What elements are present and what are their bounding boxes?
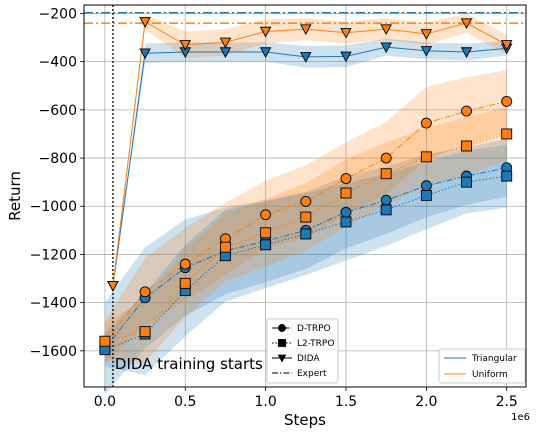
legend-colors: Triangular Uniform — [438, 348, 526, 384]
marker-d-trpo-uniform — [300, 195, 312, 207]
marker-dida-uniform — [420, 29, 433, 40]
marker-l2-trpo-uniform — [139, 326, 151, 338]
marker-l2-trpo-triangular — [461, 176, 472, 188]
marker-l2-trpo-uniform — [260, 227, 272, 239]
x-tick-label: 1.5 — [335, 394, 357, 410]
marker-dida-uniform — [460, 18, 473, 30]
legend-color-label: Triangular — [471, 354, 517, 364]
y-tick-label: −1000 — [30, 199, 77, 215]
series-markers — [99, 17, 513, 356]
y-ticks: −1600 −1400 −1200 −1000 −800 −600 −400 −200 — [30, 6, 84, 360]
y-tick-label: −400 — [39, 55, 77, 71]
y-tick-label: −600 — [39, 103, 77, 119]
marker-dida-uniform — [107, 281, 119, 292]
reference-lines — [84, 5, 526, 387]
marker-d-trpo-uniform — [139, 286, 151, 298]
x-axis-offset-label: 1e6 — [511, 412, 530, 423]
marker-dida-uniform — [340, 28, 352, 39]
marker-d-trpo-uniform — [461, 105, 472, 117]
legend-style-label: D-TRPO — [297, 324, 331, 334]
plot-frame — [83, 4, 527, 388]
marker-l2-trpo-uniform — [219, 241, 231, 253]
marker-d-trpo-uniform — [340, 173, 352, 184]
marker-d-trpo-uniform — [380, 152, 392, 164]
marker-d-trpo-triangular — [420, 180, 432, 192]
legend-style-marker — [278, 339, 286, 347]
marker-dida-uniform — [219, 37, 232, 49]
x-tick-label: 2.0 — [415, 394, 437, 410]
legend-style-label: Expert — [297, 369, 327, 379]
x-tick-label: 2.5 — [496, 394, 518, 410]
y-tick-label: −1600 — [30, 344, 77, 360]
legend-style-label: DIDA — [297, 354, 320, 364]
marker-d-trpo-uniform — [260, 209, 272, 221]
marker-l2-trpo-uniform — [99, 335, 111, 347]
marker-dida-uniform — [139, 17, 151, 28]
marker-dida-triangular — [259, 47, 272, 58]
marker-l2-trpo-uniform — [300, 211, 312, 223]
marker-dida-triangular — [420, 46, 433, 57]
marker-dida-triangular — [460, 47, 473, 58]
marker-dida-triangular — [340, 51, 352, 63]
x-ticks: 0.0 0.5 1.0 1.5 2.0 2.5 — [94, 387, 518, 410]
dida-start-annotation: DIDA training starts — [115, 355, 263, 373]
x-tick-label: 0.5 — [174, 394, 196, 410]
marker-d-trpo-triangular — [340, 206, 352, 218]
marker-l2-trpo-triangular — [260, 239, 272, 251]
line-l2-trpo-uniform — [104, 133, 507, 342]
y-tick-label: −1200 — [30, 247, 77, 263]
marker-dida-triangular — [300, 52, 312, 63]
marker-l2-trpo-uniform — [380, 168, 392, 180]
legend-style-marker — [278, 324, 286, 332]
y-tick-label: −200 — [39, 6, 77, 22]
y-tick-label: −800 — [39, 151, 77, 167]
marker-l2-trpo-uniform — [501, 128, 513, 140]
marker-l2-trpo-uniform — [179, 277, 191, 289]
legend-style-label: L2-TRPO — [297, 339, 334, 349]
marker-d-trpo-uniform — [179, 258, 191, 270]
marker-l2-trpo-uniform — [461, 140, 472, 152]
marker-dida-uniform — [300, 24, 312, 36]
legend-style-marker — [277, 354, 287, 363]
marker-l2-trpo-triangular — [420, 189, 432, 201]
marker-dida-uniform — [500, 40, 513, 51]
legend-styles-box — [266, 318, 339, 384]
y-axis-label: Return — [6, 171, 24, 221]
marker-l2-trpo-uniform — [420, 151, 432, 163]
line-d-trpo-triangular — [104, 167, 507, 349]
marker-dida-triangular — [139, 48, 151, 60]
marker-d-trpo-uniform — [420, 117, 432, 129]
x-axis-label: Steps — [284, 411, 326, 429]
marker-l2-trpo-triangular — [380, 204, 392, 216]
marker-l2-trpo-triangular — [300, 228, 312, 240]
legend-color-label: Uniform — [472, 370, 508, 380]
marker-dida-uniform — [179, 40, 192, 51]
marker-d-trpo-uniform — [501, 95, 513, 107]
marker-l2-trpo-uniform — [340, 187, 352, 199]
marker-d-trpo-triangular — [380, 194, 392, 206]
legend-styles: D-TRPO L2-TRPO DIDA Expert — [266, 318, 339, 384]
marker-dida-uniform — [380, 24, 392, 36]
marker-l2-trpo-triangular — [501, 170, 513, 182]
y-tick-label: −1400 — [30, 296, 77, 312]
marker-dida-uniform — [259, 26, 272, 38]
x-tick-label: 1.0 — [254, 394, 276, 410]
marker-l2-trpo-triangular — [340, 216, 352, 228]
marker-dida-triangular — [380, 42, 392, 54]
x-tick-label: 0.0 — [94, 394, 116, 410]
